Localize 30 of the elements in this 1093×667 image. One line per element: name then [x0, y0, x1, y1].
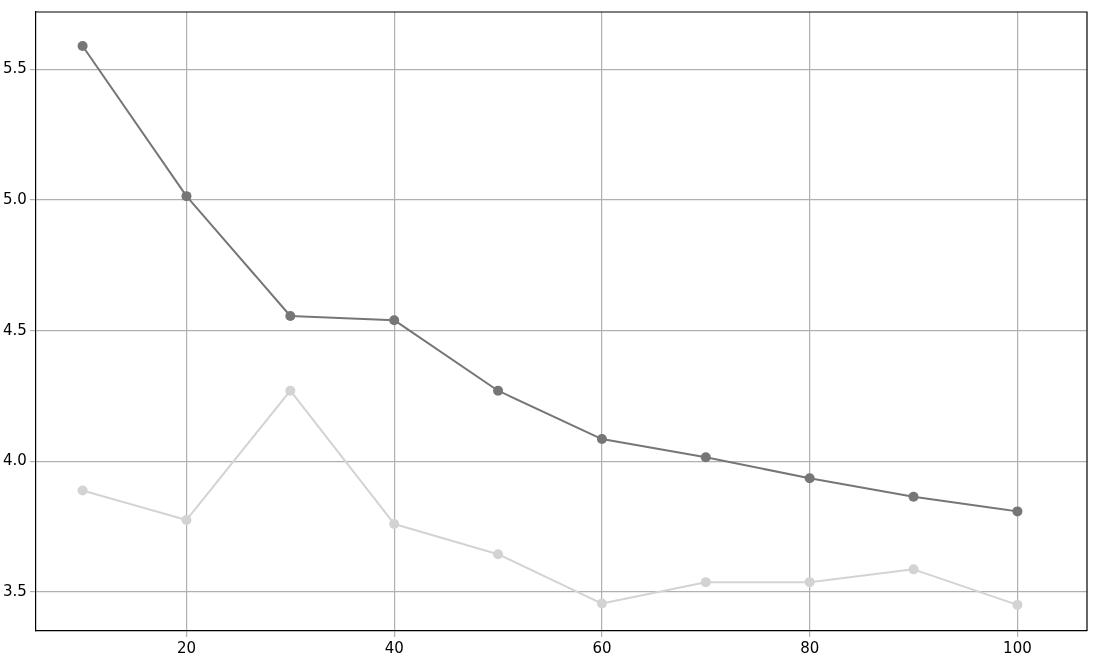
point: [285, 385, 296, 396]
point: [493, 549, 504, 560]
x-tick-label: 80: [800, 638, 820, 657]
point: [700, 452, 711, 463]
point: [596, 598, 607, 609]
point: [908, 491, 919, 502]
point: [181, 191, 192, 202]
point: [77, 485, 88, 496]
point: [1012, 599, 1023, 610]
point: [389, 315, 400, 326]
point: [389, 518, 400, 529]
y-tick-label: 3.5: [3, 581, 27, 600]
y-tick-label: 5.5: [3, 59, 27, 78]
point: [700, 577, 711, 588]
x-tick-label: 100: [1003, 638, 1032, 657]
point: [285, 311, 296, 322]
point: [596, 434, 607, 445]
point: [908, 564, 919, 575]
y-tick-label: 4.5: [3, 320, 27, 339]
point: [77, 40, 88, 51]
y-tick-label: 5.0: [3, 189, 27, 208]
x-tick-label: 60: [592, 638, 612, 657]
point: [804, 473, 815, 484]
x-tick-label: 40: [384, 638, 404, 657]
point: [1012, 506, 1023, 517]
y-tick-label: 4.0: [3, 451, 27, 470]
point: [804, 577, 815, 588]
point: [181, 515, 192, 525]
x-tick-label: 20: [176, 638, 197, 657]
point: [493, 385, 504, 396]
